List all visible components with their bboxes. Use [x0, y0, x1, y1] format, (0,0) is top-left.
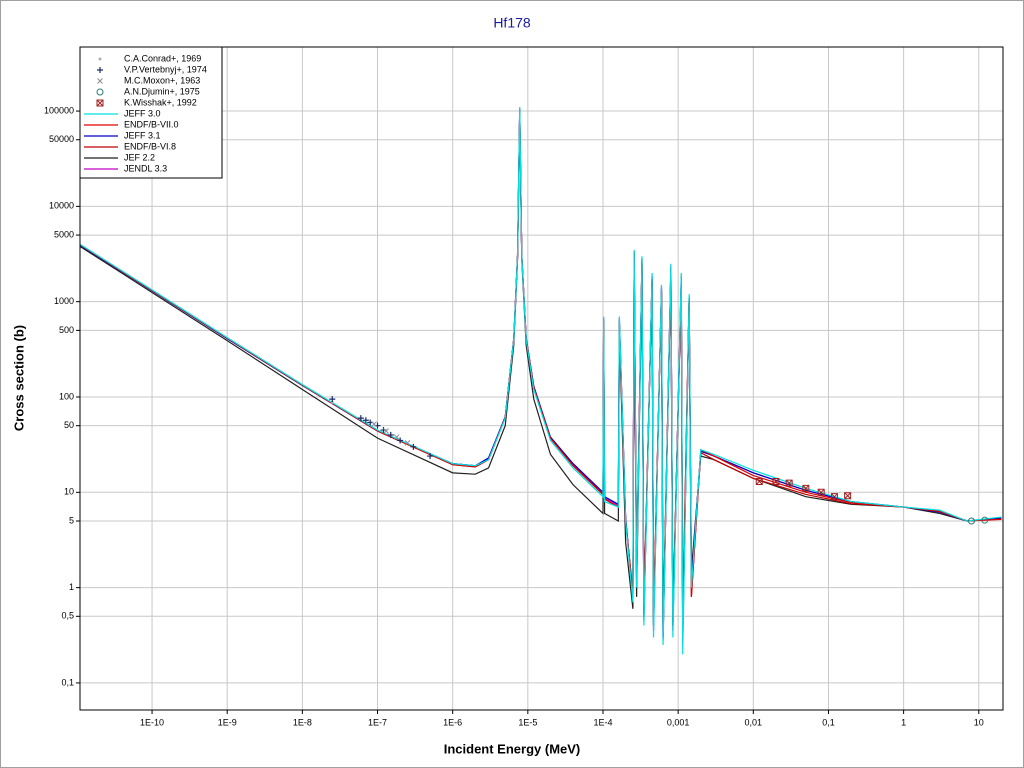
points	[329, 396, 989, 525]
point	[772, 477, 780, 485]
point	[329, 396, 336, 403]
y-tick-label: 100000	[44, 105, 74, 115]
x-tick-label: 10	[974, 717, 984, 727]
ticks: 1E-10 1E-9 1E-8 1E-7 1E-6 1E-5 1E-4 0,001 0,01 0,…	[44, 105, 984, 727]
legend-box	[79, 46, 223, 179]
point	[397, 437, 404, 444]
legend-marker	[96, 88, 104, 96]
legend-marker	[98, 57, 102, 61]
point	[404, 440, 411, 446]
x-tick-label: 1E-8	[293, 717, 312, 727]
point	[410, 443, 417, 450]
legend-label: C.A.Conrad+, 1969	[124, 53, 201, 63]
point	[393, 434, 400, 440]
legend-marker	[97, 78, 103, 84]
x-tick-label: 1E-7	[368, 717, 387, 727]
x-tick-label: 0,01	[745, 717, 763, 727]
legend-label: A.N.Djumin+, 1975	[124, 86, 200, 96]
point	[981, 516, 989, 524]
legend-label: JEF 2.2	[124, 152, 155, 162]
point	[967, 517, 975, 525]
plot-border	[79, 46, 1004, 711]
legend-label: ENDF/B-VII.0	[124, 119, 179, 129]
series-line	[80, 107, 1002, 655]
x-tick-label: 1E-6	[443, 717, 462, 727]
y-tick-label: 100	[59, 391, 74, 401]
x-tick-label: 0,001	[667, 717, 690, 727]
y-tick-label: 0,1	[61, 677, 74, 687]
y-tick-label: 5000	[54, 229, 74, 239]
x-tick-label: 1E-9	[218, 717, 237, 727]
legend-label: JEFF 3.1	[124, 130, 161, 140]
y-tick-label: 50000	[49, 134, 74, 144]
point	[817, 488, 825, 496]
point	[785, 479, 793, 487]
x-tick-label: 1E-10	[140, 717, 164, 727]
y-axis-label: Cross section (b)	[11, 325, 26, 431]
plot-area	[80, 47, 1003, 710]
point	[830, 493, 838, 501]
y-tick-label: 50	[64, 420, 74, 430]
point	[427, 453, 434, 460]
legend-label: V.P.Vertebnyj+, 1974	[124, 64, 207, 74]
legend-label: K.Wisshak+, 1992	[124, 97, 197, 107]
lines	[80, 107, 1002, 655]
point	[844, 492, 852, 500]
y-tick-label: 10	[64, 487, 74, 497]
y-tick-label: 1000	[54, 296, 74, 306]
point	[383, 428, 389, 434]
y-tick-label: 0,5	[61, 611, 74, 621]
x-tick-label: 1	[901, 717, 906, 727]
y-tick-label: 5	[69, 515, 74, 525]
chart-title: Hf178	[493, 15, 531, 31]
y-tick-label: 10000	[49, 201, 74, 211]
y-tick-label: 500	[59, 325, 74, 335]
legend-marker	[96, 99, 104, 107]
legend-label: JENDL 3.3	[124, 163, 167, 173]
point	[362, 417, 369, 424]
legend-label: M.C.Moxon+, 1963	[124, 75, 200, 85]
legend-label: JEFF 3.0	[124, 108, 161, 118]
x-axis-label: Incident Energy (MeV)	[444, 741, 581, 756]
legend-label: ENDF/B-VI.8	[124, 141, 176, 151]
series-line	[80, 113, 1002, 638]
x-tick-label: 0,1	[822, 717, 835, 727]
x-tick-label: 1E-5	[518, 717, 537, 727]
point	[357, 415, 364, 422]
y-tick-label: 1	[69, 582, 74, 592]
x-tick-label: 1E-4	[593, 717, 612, 727]
point	[387, 431, 394, 438]
legend-marker	[97, 67, 103, 73]
point	[802, 484, 810, 492]
point	[755, 477, 763, 485]
point	[330, 400, 334, 404]
point	[371, 421, 377, 427]
